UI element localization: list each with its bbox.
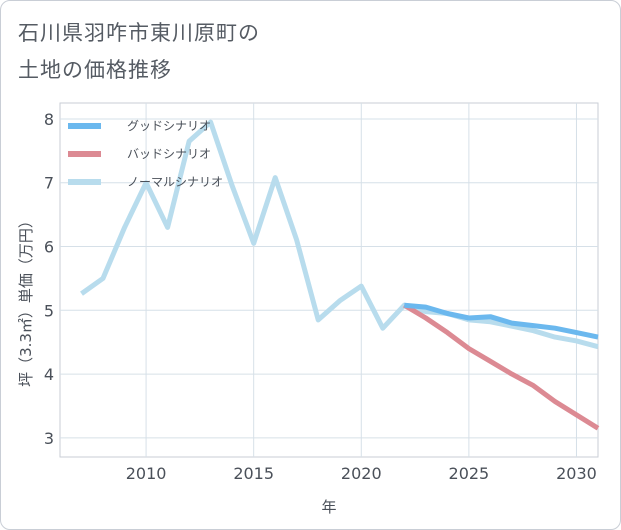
x-tick-label: 2025	[449, 464, 490, 483]
y-tick-label: 7	[44, 174, 54, 193]
legend-item-normal: ノーマルシナリオ	[68, 175, 223, 189]
legend-label: バッドシナリオ	[127, 147, 211, 161]
normal-scenario-line	[80, 119, 599, 350]
plot-area	[59, 102, 599, 458]
chart-title-line-2: 土地の価格推移	[18, 58, 172, 82]
x-tick-label: 2015	[233, 464, 274, 483]
y-tick-label: 6	[44, 238, 54, 257]
legend-label: ノーマルシナリオ	[127, 175, 223, 189]
y-tick-label: 4	[44, 365, 54, 384]
y-tick-labels: 3 4 5 6 7 8	[44, 110, 54, 448]
bad-scenario-line	[403, 303, 600, 431]
good-scenario-line	[404, 302, 599, 340]
y-axis-label: 坪（3.3㎡）単価（万円）	[17, 213, 35, 387]
x-tick-label: 2030	[556, 464, 597, 483]
series-lines	[80, 119, 600, 431]
legend-item-bad: バッドシナリオ	[68, 147, 211, 161]
y-tick-label: 8	[44, 110, 54, 129]
legend-label: グッドシナリオ	[127, 119, 211, 133]
x-tick-labels: 2010 2015 2020 2025 2030	[126, 464, 597, 483]
chart-title-line-1: 石川県羽咋市東川原町の	[18, 21, 260, 45]
x-tick-label: 2020	[341, 464, 382, 483]
y-tick-label: 5	[44, 301, 54, 320]
y-tick-label: 3	[44, 429, 54, 448]
legend-item-good: グッドシナリオ	[68, 119, 211, 133]
x-tick-label: 2010	[126, 464, 167, 483]
x-axis-label: 年	[321, 498, 336, 516]
